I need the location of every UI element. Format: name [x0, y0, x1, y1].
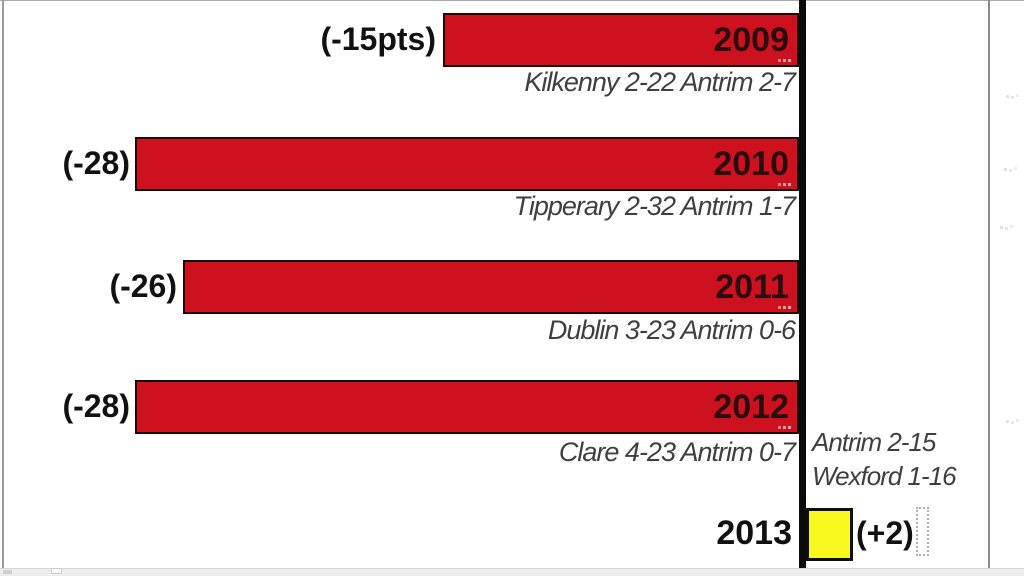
match-result-2013-line1: Antrim 2-15	[812, 427, 936, 457]
year-label-2013: 2013	[716, 514, 792, 552]
bar-2009: 2009	[443, 13, 799, 67]
frame-top-line	[0, 0, 1024, 1]
frame-right-line	[988, 0, 990, 568]
match-result-2013-line2: Wexford 1-16	[812, 461, 957, 491]
artifact-dots	[788, 183, 791, 186]
bottom-strip-glyph	[51, 568, 62, 574]
year-label-2011: 2011	[715, 268, 789, 306]
artifact-mark	[1006, 420, 1009, 423]
artifact-mark	[1000, 226, 1003, 229]
bottom-ui-strip	[0, 568, 1024, 576]
points-diff-label-2009: (-15pts)	[320, 21, 436, 57]
year-label-2010: 2010	[713, 145, 789, 183]
artifact-dots	[788, 426, 791, 429]
match-result-2010: Tipperary 2-32 Antrim 1-7	[513, 191, 796, 221]
artifact-dots	[788, 306, 791, 309]
artifact-dots	[788, 59, 791, 62]
year-label-2009: 2009	[713, 21, 789, 59]
bar-2010: 2010	[135, 137, 799, 191]
zero-axis-line	[799, 0, 806, 568]
bar-2013	[806, 508, 853, 561]
points-diff-label-2010: (-28)	[62, 145, 130, 181]
dotted-placeholder-box	[916, 507, 929, 556]
match-result-2011: Dublin 3-23 Antrim 0-6	[547, 315, 796, 345]
bar-2011: 2011	[183, 260, 799, 314]
points-diff-label-2011: (-26)	[109, 268, 177, 304]
match-result-2012: Clare 4-23 Antrim 0-7	[558, 437, 796, 467]
artifact-mark	[1004, 168, 1007, 171]
bottom-strip-glyph	[3, 570, 12, 574]
points-diff-label-2012: (-28)	[62, 388, 130, 424]
artifact-mark	[1006, 95, 1009, 98]
bar-2012: 2012	[135, 380, 799, 434]
frame-left-line	[2, 0, 4, 576]
points-diff-label-2013: (+2)	[856, 515, 914, 551]
match-result-2009: Kilkenny 2-22 Antrim 2-7	[524, 67, 796, 97]
year-label-2012: 2012	[713, 388, 789, 426]
